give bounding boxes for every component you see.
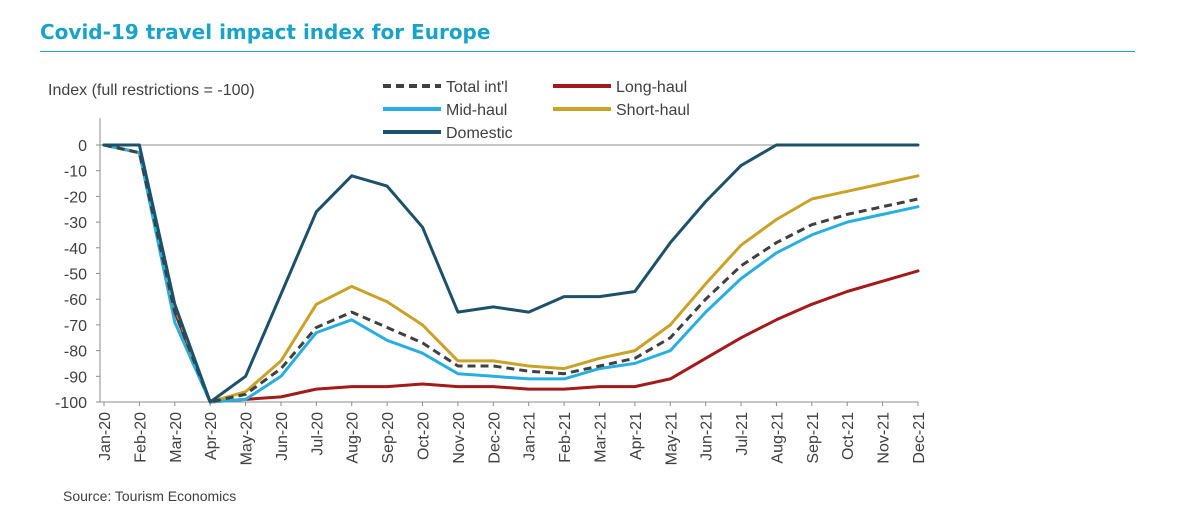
y-tick-label: -70 [64,318,87,335]
x-tick-label: Oct-20 [416,412,433,460]
chart-title: Covid-19 travel impact index for Europe [40,20,491,44]
series-line-mid-haul [102,143,920,404]
y-tick-label: -30 [64,215,87,232]
legend-label: Mid-haul [446,102,507,119]
y-tick-label: -100 [55,395,87,412]
y-tick-label: -20 [64,189,87,206]
y-tick-label: -50 [64,267,87,284]
x-tick-label: Aug-20 [345,412,362,464]
legend-label: Long-haul [616,79,687,96]
y-tick-label: -90 [64,369,87,386]
x-tick-label: Jan-20 [97,412,114,461]
source-note: Source: Tourism Economics [63,488,237,504]
x-tick-label: Mar-21 [592,412,609,463]
x-tick-label: Apr-21 [628,412,645,460]
x-tick-label: Jul-20 [309,412,326,456]
x-tick-label: Feb-21 [557,412,574,463]
x-tick-label: Apr-20 [203,412,220,460]
x-tick-label: Jun-21 [699,412,716,461]
y-tick-label: -10 [64,164,87,181]
series-line-total-int-l [103,143,919,404]
legend-label: Total int'l [446,79,508,96]
legend-label: Short-haul [616,102,690,119]
x-tick-label: Aug-21 [769,412,786,464]
x-tick-label: May-21 [663,412,680,465]
x-tick-label: May-20 [239,412,256,465]
y-axis-label: Index (full restrictions = -100) [48,82,255,99]
legend-label: Domestic [446,125,513,142]
x-tick-label: Oct-21 [840,412,857,460]
x-tick-label: Sep-21 [805,412,822,464]
title-divider [40,51,1135,52]
x-tick-label: Mar-20 [168,412,185,463]
y-tick-label: -60 [64,292,87,309]
x-tick-label: Nov-20 [451,412,468,464]
x-tick-label: Dec-21 [911,412,928,464]
x-tick-label: Feb-20 [132,412,149,463]
x-tick-label: Jun-20 [274,412,291,461]
x-tick-label: Jul-21 [734,412,751,456]
y-tick-label: -80 [64,344,87,361]
series-line-domestic [102,143,920,404]
x-tick-label: Jan-21 [522,412,539,461]
x-tick-label: Nov-21 [876,412,893,464]
y-tick-label: -40 [64,241,87,258]
y-tick-label: 0 [78,138,87,155]
x-tick-label: Sep-20 [380,412,397,464]
series-line-short-haul [102,143,920,404]
x-tick-label: Dec-20 [486,412,503,464]
